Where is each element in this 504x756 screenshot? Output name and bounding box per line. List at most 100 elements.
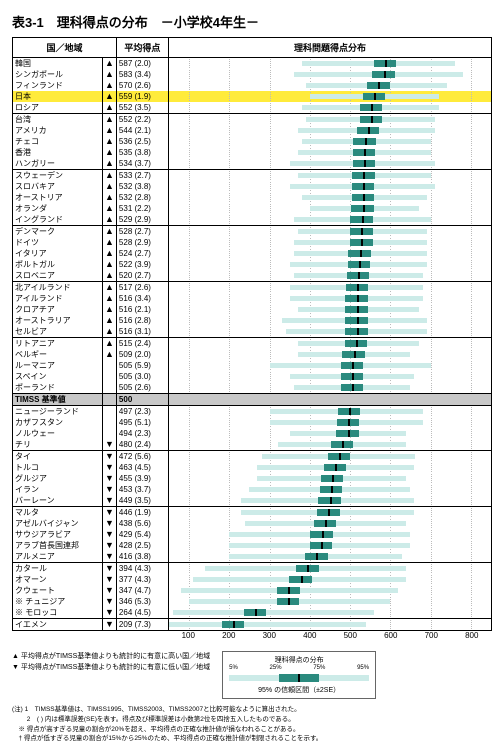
table-row: 台湾▲552 (2.2) [13, 114, 492, 126]
country-name: ニュージーランド [13, 406, 103, 418]
footnote-line: 2 ( ) 内は標準誤差(SE)を表す。得点及び標準誤差は小数第2位を四捨五入し… [12, 715, 492, 725]
significance-mark: ▲ [103, 69, 117, 80]
significance-mark [103, 360, 117, 371]
mean-score: 500 [116, 394, 168, 406]
significance-mark: ▼ [103, 596, 117, 607]
significance-mark: ▲ [103, 282, 117, 294]
table-row: イエメン▼209 (7.3) [13, 619, 492, 631]
country-name: アイルランド [13, 293, 103, 304]
footnote-line: (注) 1 TIMSS基準値は、TIMSS1995、TIMSS2003、TIMS… [12, 705, 492, 715]
country-name: マルタ [13, 507, 103, 519]
table-row: チリ▼480 (2.4) [13, 439, 492, 451]
distribution-bar [168, 607, 491, 619]
country-name: クロアチア [13, 304, 103, 315]
mean-score: 428 (2.5) [116, 540, 168, 551]
distribution-bar [168, 473, 491, 484]
significance-mark: ▲ [103, 315, 117, 326]
country-name: ロシア [13, 102, 103, 114]
table-row: ニュージーランド497 (2.3) [13, 406, 492, 418]
significance-mark: ▲ [103, 349, 117, 360]
country-name: アゼルバイジャン [13, 518, 103, 529]
country-name: 北アイルランド [13, 282, 103, 294]
distribution-bar [168, 585, 491, 596]
significance-mark [103, 382, 117, 394]
mean-score: 528 (2.7) [116, 226, 168, 238]
country-name: イラン [13, 484, 103, 495]
significance-mark: ▲ [103, 226, 117, 238]
table-row: スウェーデン▲533 (2.7) [13, 170, 492, 182]
distribution-bar [168, 170, 491, 182]
table-row: ハンガリー▲534 (3.7) [13, 158, 492, 170]
table-row: チェコ▲536 (2.5) [13, 136, 492, 147]
table-row: カタール▼394 (4.3) [13, 563, 492, 575]
country-name: ポーランド [13, 382, 103, 394]
legend-dist-title: 理科得点の分布 [229, 655, 369, 665]
country-name: スロバキア [13, 181, 103, 192]
significance-mark: ▲ [103, 237, 117, 248]
mean-score: 535 (3.8) [116, 147, 168, 158]
mean-score: 453 (3.7) [116, 484, 168, 495]
country-name: スロベニア [13, 270, 103, 282]
distribution-bar [168, 114, 491, 126]
distribution-bar [168, 304, 491, 315]
significance-mark: ▼ [103, 473, 117, 484]
country-name: アルメニア [13, 551, 103, 563]
significance-mark: ▼ [103, 607, 117, 619]
axis-tick: 500 [344, 631, 357, 640]
significance-mark: ▼ [103, 529, 117, 540]
country-name: ベルギー [13, 349, 103, 360]
significance-mark: ▼ [103, 518, 117, 529]
footnotes: (注) 1 TIMSS基準値は、TIMSS1995、TIMSS2003、TIMS… [12, 705, 492, 744]
table-row: ドイツ▲528 (2.9) [13, 237, 492, 248]
mean-score: 552 (3.5) [116, 102, 168, 114]
distribution-bar [168, 326, 491, 338]
distribution-bar [168, 338, 491, 350]
header-score: 平均得点 [116, 38, 168, 58]
country-name: スウェーデン [13, 170, 103, 182]
distribution-bar [168, 462, 491, 473]
country-name: チェコ [13, 136, 103, 147]
table-row: アメリカ▲544 (2.1) [13, 125, 492, 136]
distribution-bar [168, 382, 491, 394]
country-name: 日本 [13, 91, 103, 102]
distribution-bar [168, 147, 491, 158]
mean-score: 559 (1.9) [116, 91, 168, 102]
mean-score: 529 (2.9) [116, 214, 168, 226]
table-row: タイ▼472 (5.6) [13, 451, 492, 463]
mean-score: 494 (2.3) [116, 428, 168, 439]
mean-score: 583 (3.4) [116, 69, 168, 80]
table-row: ルーマニア505 (5.9) [13, 360, 492, 371]
mean-score: 587 (2.0) [116, 58, 168, 70]
country-name: 香港 [13, 147, 103, 158]
significance-mark: ▲ [103, 181, 117, 192]
mean-score: 516 (3.4) [116, 293, 168, 304]
distribution-bar [168, 158, 491, 170]
distribution-bar [168, 596, 491, 607]
legend-distribution: 理科得点の分布 5%25%75%95% 95% の信頼区間（±2SE） [222, 651, 376, 699]
table-row: アゼルバイジャン▼438 (5.6) [13, 518, 492, 529]
table-row: サウジアラビア▼429 (5.4) [13, 529, 492, 540]
significance-mark: ▲ [103, 102, 117, 114]
header-country: 国／地域 [13, 38, 117, 58]
distribution-bar [168, 518, 491, 529]
significance-mark: ▼ [103, 439, 117, 451]
significance-mark: ▲ [103, 248, 117, 259]
mean-score: 463 (4.5) [116, 462, 168, 473]
legend-percentile: 95% [357, 665, 369, 671]
distribution-bar [168, 551, 491, 563]
mean-score: 446 (1.9) [116, 507, 168, 519]
country-name: ドイツ [13, 237, 103, 248]
footnote-line: † 得点が低すぎる児童の割合が15%から25%のため、平均得点の正確な推計値が制… [12, 734, 492, 744]
distribution-bar [168, 282, 491, 294]
country-name: アメリカ [13, 125, 103, 136]
mean-score: 394 (4.3) [116, 563, 168, 575]
table-row: オマーン▼377 (4.3) [13, 574, 492, 585]
distribution-bar [168, 214, 491, 226]
distribution-bar [168, 619, 491, 631]
table-row: スロバキア▲532 (3.8) [13, 181, 492, 192]
table-title: 表3-1 理科得点の分布 －小学校4年生－ [12, 12, 492, 31]
significance-mark [103, 428, 117, 439]
distribution-bar [168, 270, 491, 282]
distribution-bar [168, 439, 491, 451]
mean-score: 520 (2.7) [116, 270, 168, 282]
